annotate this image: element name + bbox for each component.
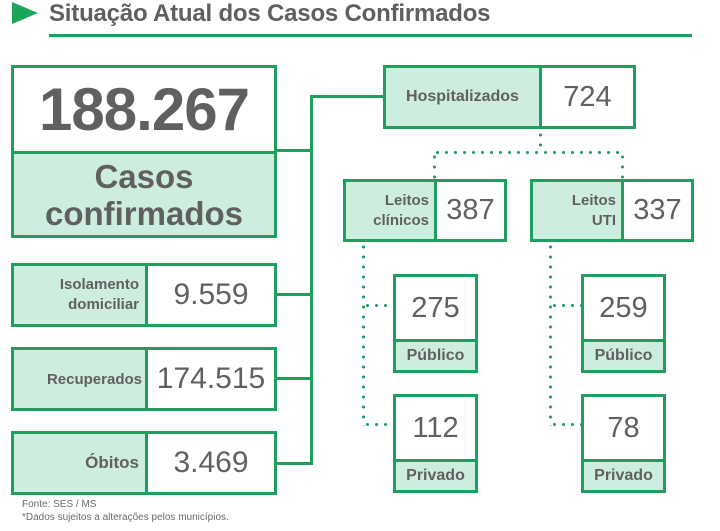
connector-hospitalized: [310, 95, 385, 98]
footer-source: Fonte: SES / MS: [22, 499, 97, 510]
dotted-connector: [433, 151, 625, 154]
dotted-connector: [363, 423, 393, 426]
main-connector-vertical: [310, 95, 313, 465]
dotted-connector: [433, 152, 436, 180]
dotted-connector: [539, 130, 542, 152]
clinical-public-card: 275 Público: [393, 274, 478, 373]
clinical-beds-value: 387: [437, 182, 504, 239]
footer-note: *Dados sujeitos a alterações pelos munic…: [22, 512, 229, 523]
icu-beds-value: 337: [624, 182, 691, 239]
icu-private-card: 78 Privado: [581, 394, 666, 493]
recovered-card: Recuperados 174.515: [11, 347, 277, 411]
clinical-public-label: Público: [396, 339, 475, 370]
connector-recovered: [275, 377, 313, 380]
icu-public-card: 259 Público: [581, 274, 666, 373]
isolation-card: Isolamento domiciliar 9.559: [11, 263, 277, 327]
recovered-label: Recuperados: [14, 350, 148, 408]
dotted-connector: [550, 304, 582, 307]
clinical-private-card: 112 Privado: [393, 394, 478, 493]
hospitalized-value: 724: [542, 68, 633, 126]
total-cases-value: 188.267: [14, 68, 274, 151]
total-cases-label: Casos confirmados: [14, 151, 274, 235]
connector-total: [275, 149, 313, 152]
icu-private-value: 78: [584, 397, 663, 459]
clinical-beds-label: Leitos clínicos: [346, 182, 437, 239]
icu-beds-label: Leitos UTI: [533, 182, 624, 239]
clinical-private-label: Privado: [396, 459, 475, 490]
deaths-label: Óbitos: [14, 434, 148, 492]
dotted-connector: [621, 152, 624, 180]
deaths-value: 3.469: [148, 434, 274, 492]
hospitalized-label: Hospitalizados: [386, 68, 542, 126]
dotted-connector: [362, 242, 365, 426]
clinical-beds-card: Leitos clínicos 387: [343, 179, 507, 242]
header-divider: [49, 34, 692, 37]
deaths-card: Óbitos 3.469: [11, 431, 277, 495]
icu-public-label: Público: [584, 339, 663, 370]
total-cases-card: 188.267 Casos confirmados: [11, 65, 277, 238]
page-title: Situação Atual dos Casos Confirmados: [49, 0, 491, 27]
header-arrow-icon: [12, 2, 38, 24]
dotted-connector: [549, 242, 552, 426]
icu-beds-card: Leitos UTI 337: [530, 179, 694, 242]
dotted-connector: [550, 423, 582, 426]
isolation-label: Isolamento domiciliar: [14, 266, 148, 324]
icu-private-label: Privado: [584, 459, 663, 490]
clinical-public-value: 275: [396, 277, 475, 339]
recovered-value: 174.515: [148, 350, 274, 408]
dotted-connector: [363, 304, 393, 307]
icu-public-value: 259: [584, 277, 663, 339]
hospitalized-card: Hospitalizados 724: [383, 65, 636, 129]
connector-isolation: [275, 293, 313, 296]
clinical-private-value: 112: [396, 397, 475, 459]
isolation-value: 9.559: [148, 266, 274, 324]
connector-deaths: [275, 462, 313, 465]
